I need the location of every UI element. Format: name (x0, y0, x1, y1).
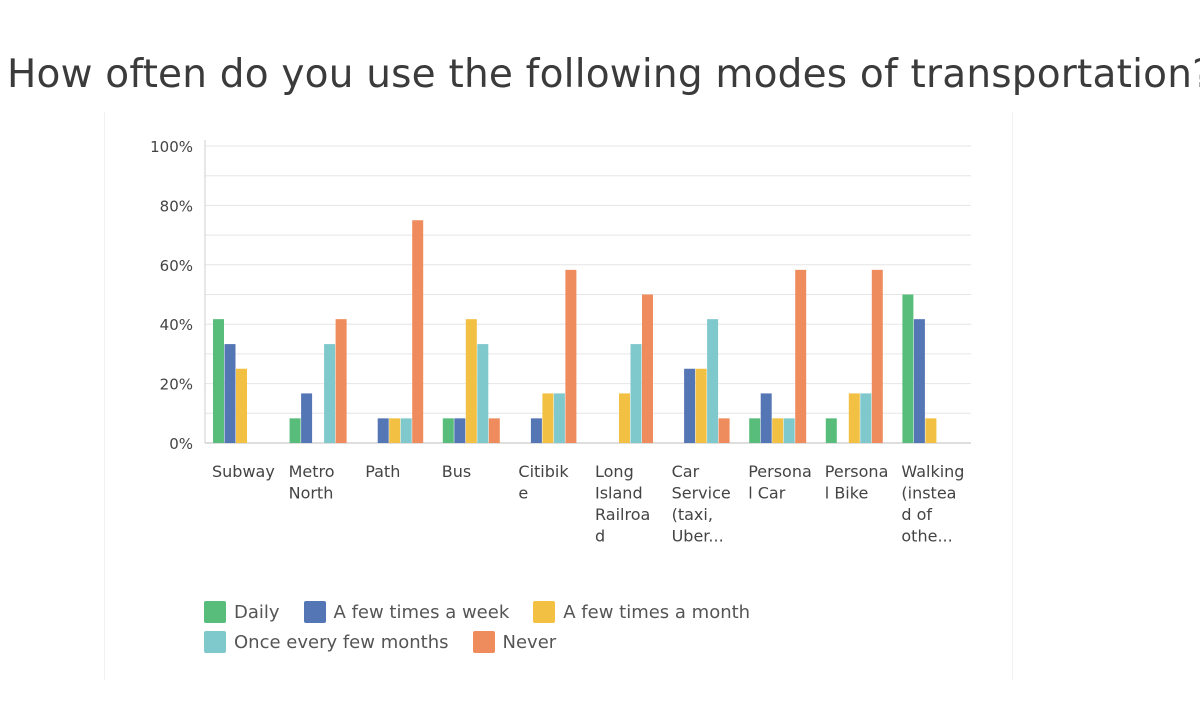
legend-label: A few times a month (563, 601, 751, 623)
bar (542, 393, 554, 443)
bar (565, 269, 577, 443)
x-tick-label: Persona (748, 462, 812, 481)
bar (465, 319, 477, 443)
legend-item-daily[interactable]: Daily (204, 601, 280, 623)
legend-swatch (472, 631, 495, 653)
x-tick-label: Bus (442, 462, 471, 481)
bar (860, 393, 872, 443)
x-tick-label: Long (595, 462, 634, 481)
x-tick-label: (taxi, (672, 505, 713, 524)
x-tick-label: Citibik (518, 462, 569, 481)
legend-swatch (533, 601, 556, 623)
legend-item-few-months[interactable]: Once every few months (204, 631, 449, 653)
bar (442, 418, 454, 443)
bar (772, 418, 784, 443)
bar (324, 344, 336, 443)
bar (553, 393, 565, 443)
bar (530, 418, 542, 443)
x-tick-label: Railroa (595, 505, 650, 524)
legend-swatch (204, 601, 226, 623)
x-tick-label: Service (672, 484, 731, 503)
x-tick-label: Island (595, 484, 643, 503)
bar (695, 368, 707, 443)
bar (400, 418, 412, 443)
bar (412, 220, 424, 443)
x-tick-label: (instea (901, 484, 956, 503)
y-tick-label: 20% (160, 376, 193, 394)
x-tick-label: Car (672, 462, 700, 481)
bar (619, 393, 630, 443)
legend: Daily A few times a week A few times a m… (204, 597, 824, 657)
bar (825, 418, 837, 443)
bar (454, 418, 466, 443)
x-tick-label: Persona (825, 462, 889, 481)
legend-label: A few times a week (333, 601, 510, 623)
bar (488, 418, 500, 443)
bar (902, 294, 914, 443)
bar (213, 319, 224, 443)
bar (301, 393, 313, 443)
legend-swatch (204, 631, 226, 653)
bar (718, 418, 730, 443)
legend-label: Never (502, 631, 557, 653)
bar (913, 319, 925, 443)
chart-title: How often do you use the following modes… (6, 52, 1200, 97)
y-tick-label: 80% (160, 197, 193, 215)
x-tick-label: Subway (212, 462, 275, 481)
x-tick-label: d of (901, 505, 932, 524)
x-tick-label: North (289, 484, 334, 503)
legend-row: Daily A few times a week A few times a m… (204, 597, 824, 627)
bar (335, 319, 347, 443)
x-tick-label: Path (365, 462, 400, 481)
x-tick-label: e (518, 484, 528, 503)
bar (684, 368, 696, 443)
legend-label: Once every few months (234, 631, 449, 653)
bar (707, 319, 719, 443)
y-tick-label: 60% (160, 257, 193, 275)
bar (925, 418, 937, 443)
x-tick-label: Walking (901, 462, 964, 481)
x-tick-label: Metro (289, 462, 335, 481)
x-tick-label: l Car (748, 484, 786, 503)
legend-swatch (303, 601, 326, 623)
x-tick-label: d (595, 527, 605, 546)
bar (236, 368, 247, 443)
legend-item-few-times-week[interactable]: A few times a week (303, 601, 510, 623)
bar (289, 418, 301, 443)
bar (642, 294, 653, 443)
legend-item-few-times-month[interactable]: A few times a month (533, 601, 750, 623)
bar (783, 418, 795, 443)
bar (749, 418, 761, 443)
bar (477, 344, 489, 443)
bar (848, 393, 860, 443)
x-tick-label: Uber... (672, 527, 724, 546)
legend-item-never[interactable]: Never (472, 631, 557, 653)
x-tick-label: othe... (901, 527, 952, 546)
bar (389, 418, 401, 443)
legend-label: Daily (234, 601, 280, 623)
bar (224, 344, 236, 443)
y-tick-label: 40% (160, 316, 193, 334)
bar-chart: 100% 80% 60% 40% 20% 0% Subway Metro North Path Bu… (150, 138, 971, 546)
bar (871, 269, 883, 443)
bar (795, 269, 807, 443)
x-tick-label: l Bike (825, 484, 869, 503)
legend-row: Once every few months Never (204, 627, 824, 657)
y-tick-label: 100% (150, 138, 193, 156)
bar (377, 418, 389, 443)
bar (760, 393, 772, 443)
bar (630, 344, 642, 443)
y-tick-label: 0% (169, 435, 193, 453)
chart-panel: 100% 80% 60% 40% 20% 0% Subway Metro North Path Bu… (104, 112, 1013, 680)
